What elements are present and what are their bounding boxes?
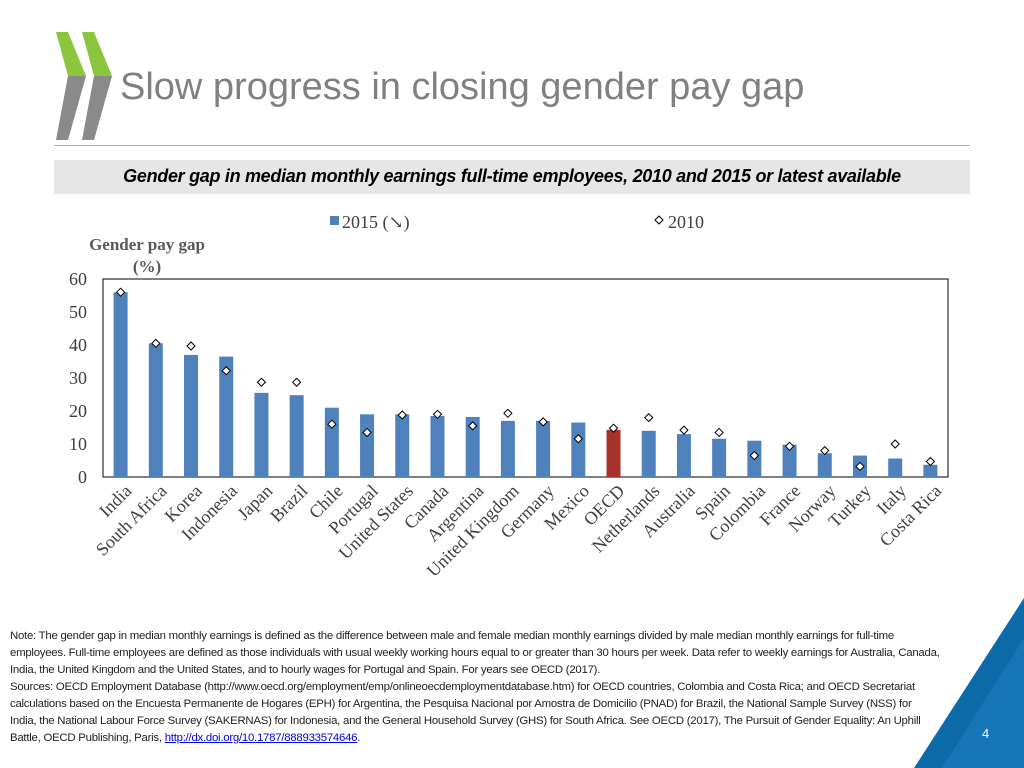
marker-2010-argentina xyxy=(467,421,478,431)
marker-2010-portugal xyxy=(362,427,372,438)
marker-2010-mexico xyxy=(573,434,584,444)
legend-label-2015: 2015 (↘) xyxy=(342,212,410,233)
y-tick-label: 0 xyxy=(78,467,87,487)
bar-united-kingdom xyxy=(500,420,515,477)
bar-brazil xyxy=(289,395,304,477)
note-sources-text: Sources: OECD Employment Database (http:… xyxy=(10,681,921,744)
marker-2010-oecd xyxy=(608,423,619,433)
legend-marker-2010 xyxy=(654,215,664,225)
bar-korea xyxy=(184,354,199,477)
chart-note: Note: The gender gap in median monthly e… xyxy=(10,628,940,747)
plot-area xyxy=(102,278,949,478)
marker-2010-korea xyxy=(186,341,196,351)
chart-subtitle-band: Gender gap in median monthly earnings fu… xyxy=(54,160,970,194)
marker-2010-italy xyxy=(890,439,900,449)
slide-title: Slow progress in closing gender pay gap xyxy=(120,66,805,108)
bar-spain xyxy=(712,438,727,477)
legend-label-2010: 2010 xyxy=(668,212,704,232)
marker-2010-chile xyxy=(327,419,337,429)
marker-2010-turkey xyxy=(855,461,865,472)
category-label: Brazil xyxy=(266,481,311,526)
y-tick-label: 10 xyxy=(69,434,87,454)
note-sources: Sources: OECD Employment Database (http:… xyxy=(10,679,940,747)
y-tick-label: 30 xyxy=(69,368,87,388)
marker-2010-france xyxy=(784,441,795,452)
marker-2010-japan xyxy=(256,377,267,387)
y-tick-label: 60 xyxy=(69,269,87,289)
bar-indonesia xyxy=(219,356,234,477)
bar-india xyxy=(113,292,128,477)
bar-germany xyxy=(536,420,551,477)
marker-2010-costa-rica xyxy=(925,456,936,467)
note-sources-end: . xyxy=(357,732,361,744)
marker-2010-netherlands xyxy=(644,412,654,423)
marker-2010-canada xyxy=(432,409,443,420)
legend-swatch-2015 xyxy=(330,216,339,225)
marker-2010-south-africa xyxy=(151,338,161,349)
category-label: Japan xyxy=(233,481,276,524)
marker-2010-germany xyxy=(538,417,548,427)
marker-2010-united-states xyxy=(397,410,407,420)
bar-mexico xyxy=(571,422,586,477)
chart-subtitle: Gender gap in median monthly earnings fu… xyxy=(123,166,901,186)
bar-australia xyxy=(676,434,691,477)
bar-netherlands xyxy=(641,430,656,477)
marker-2010-colombia xyxy=(749,450,760,461)
bar-chile xyxy=(324,407,339,477)
marker-2010-india xyxy=(115,287,126,297)
bar-oecd xyxy=(606,429,621,477)
marker-2010-spain xyxy=(714,427,724,438)
bar-south-africa xyxy=(148,343,163,477)
bar-portugal xyxy=(360,414,375,477)
y-axis-label: Gender pay gap (%) xyxy=(89,235,205,276)
marker-2010-norway xyxy=(820,445,830,456)
bar-costa-rica xyxy=(923,464,938,477)
doi-link[interactable]: http://dx.doi.org/10.1787/888933574646 xyxy=(164,732,358,744)
bar-norway xyxy=(817,453,832,477)
bar-france xyxy=(782,444,797,477)
corner-decoration xyxy=(914,598,1024,768)
bar-italy xyxy=(888,458,903,477)
marker-2010-united-kingdom xyxy=(503,408,513,419)
marker-2010-australia xyxy=(679,425,689,435)
marker-2010-indonesia xyxy=(221,366,231,376)
title-divider xyxy=(54,145,970,146)
y-tick-label: 40 xyxy=(69,335,87,355)
bar-argentina xyxy=(465,416,480,477)
y-tick-label: 20 xyxy=(69,401,87,421)
bar-japan xyxy=(254,392,269,477)
oecd-logo-icon xyxy=(56,32,112,140)
page-number: 4 xyxy=(982,726,990,741)
marker-2010-brazil xyxy=(291,377,302,387)
bar-united-states xyxy=(395,414,410,477)
bar-canada xyxy=(430,415,445,477)
note-definition: Note: The gender gap in median monthly e… xyxy=(10,630,940,676)
y-tick-label: 50 xyxy=(69,302,87,322)
